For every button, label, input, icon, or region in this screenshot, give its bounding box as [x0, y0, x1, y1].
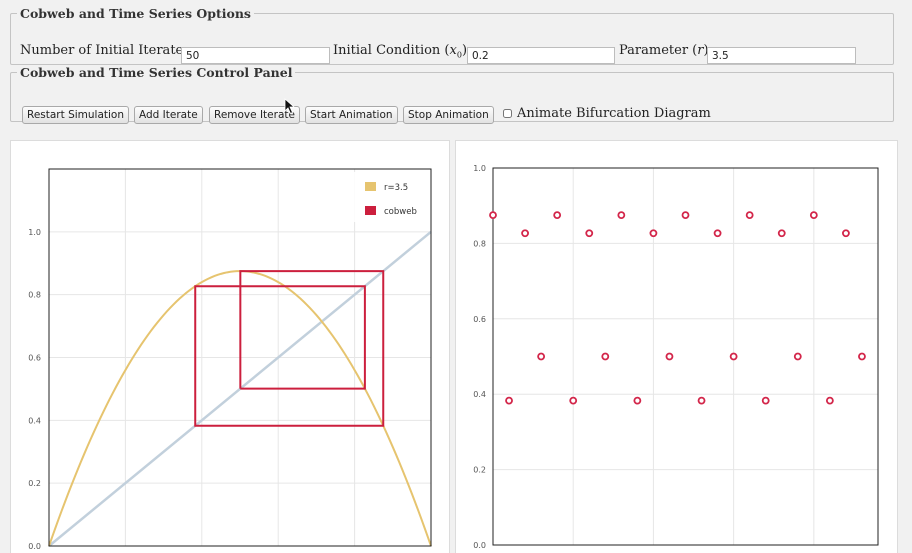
data-point	[601, 352, 610, 361]
animate-bifurcation-checkbox[interactable]	[503, 109, 512, 118]
mouse-cursor-icon	[284, 98, 296, 115]
data-point	[697, 396, 706, 405]
stop-animation-button[interactable]: Stop Animation	[403, 106, 494, 124]
time-series-chart-panel: 0.0 0.2 0.4 0.6 0.8 1.0	[455, 140, 898, 553]
legend-swatch-parabola	[365, 182, 376, 191]
y-tick-label: 0.0	[473, 541, 486, 550]
add-iterate-button[interactable]: Add Iterate	[134, 106, 203, 124]
data-point	[681, 211, 690, 220]
y-tick-label: 0.4	[28, 416, 41, 425]
control-legend: Cobweb and Time Series Control Panel	[20, 65, 293, 80]
plot-frame	[492, 167, 879, 546]
y-tick-label: 0.8	[28, 291, 41, 300]
initial-condition-input[interactable]	[467, 47, 615, 64]
data-point	[569, 396, 578, 405]
legend-label-parabola: r=3.5	[384, 183, 408, 193]
plot-frame	[48, 168, 432, 547]
data-point	[713, 229, 722, 238]
y-tick-label: 0.8	[473, 239, 486, 248]
restart-simulation-button[interactable]: Restart Simulation	[22, 106, 130, 124]
options-legend: Cobweb and Time Series Options	[20, 6, 251, 21]
data-point	[537, 352, 546, 361]
legend-label-cobweb: cobweb	[384, 207, 417, 217]
y-tick-label: 0.2	[473, 466, 486, 475]
time-series-chart: 0.0 0.2 0.4 0.6 0.8 1.0	[473, 164, 879, 550]
data-point	[745, 211, 754, 220]
cobweb-chart: 0.0 0.2 0.4 0.6 0.8 1.0 r=3.5 cobweb	[28, 168, 432, 551]
y-tick-label: 0.0	[28, 542, 41, 551]
data-point	[521, 229, 529, 238]
data-point	[809, 211, 818, 220]
data-point	[585, 229, 594, 238]
y-tick-label: 0.2	[28, 479, 41, 488]
data-point	[858, 352, 866, 361]
data-point	[633, 396, 642, 405]
options-fieldset: Cobweb and Time Series Options Number of…	[10, 6, 894, 65]
control-fieldset: Cobweb and Time Series Control Panel Res…	[10, 65, 894, 124]
data-point	[489, 211, 497, 220]
data-point	[729, 352, 738, 361]
parameter-label: Parameter (r):	[619, 43, 713, 58]
data-point	[649, 229, 658, 238]
y-tick-label: 0.6	[473, 315, 486, 324]
data-point	[825, 396, 834, 405]
remove-iterate-button[interactable]: Remove Iterate	[209, 106, 300, 124]
data-point	[761, 396, 770, 405]
data-point	[505, 396, 513, 405]
y-tick-label: 1.0	[473, 164, 486, 173]
iterates-label: Number of Initial Iterates:	[20, 43, 195, 58]
animate-bifurcation-label: Animate Bifurcation Diagram	[517, 106, 711, 121]
y-tick-label: 0.4	[473, 390, 486, 399]
cobweb-chart-panel: 0.0 0.2 0.4 0.6 0.8 1.0 r=3.5 cobweb	[10, 140, 450, 553]
diagonal-line	[48, 230, 432, 547]
data-point	[793, 352, 802, 361]
initial-condition-label: Initial Condition (x0):	[333, 43, 471, 60]
y-tick-label: 0.6	[28, 354, 41, 363]
data-point	[842, 229, 850, 238]
y-tick-label: 1.0	[28, 228, 41, 237]
data-point	[553, 211, 562, 220]
data-point	[777, 229, 786, 238]
cobweb-series-line	[194, 270, 385, 427]
parameter-input[interactable]	[707, 47, 856, 64]
data-point	[617, 211, 626, 220]
data-point	[665, 352, 674, 361]
legend-swatch-cobweb	[365, 206, 376, 215]
start-animation-button[interactable]: Start Animation	[305, 106, 398, 124]
iterates-input[interactable]	[181, 47, 330, 64]
